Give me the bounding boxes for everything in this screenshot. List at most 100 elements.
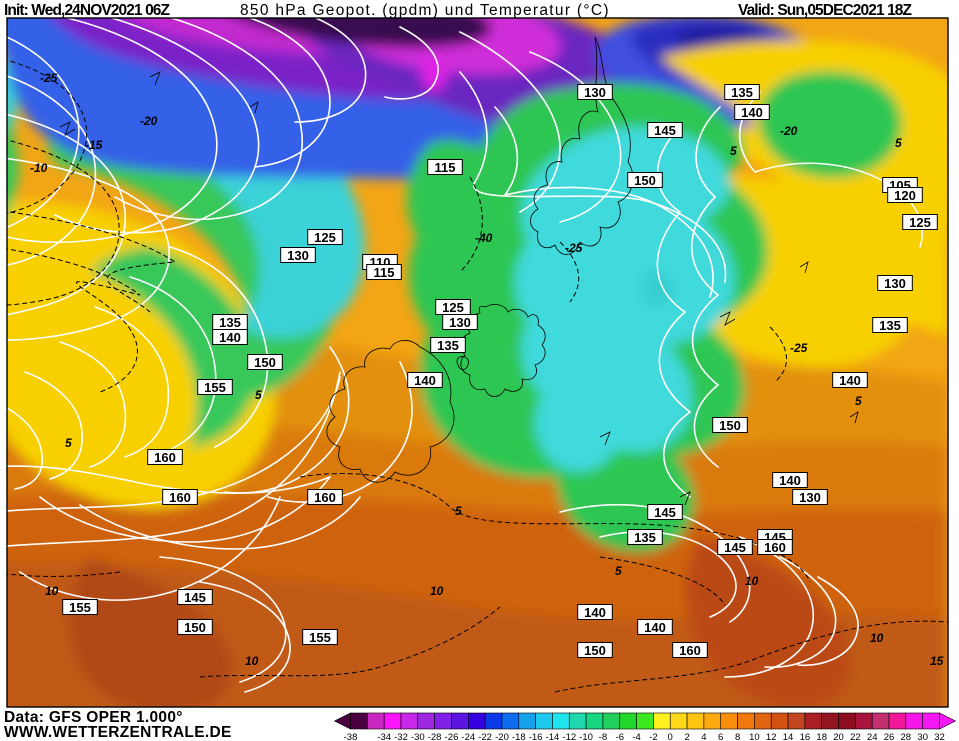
- svg-text:-38: -38: [344, 732, 358, 741]
- svg-text:28: 28: [901, 732, 912, 741]
- svg-text:-25: -25: [790, 341, 808, 355]
- svg-text:140: 140: [741, 105, 763, 120]
- svg-text:2: 2: [684, 732, 689, 741]
- svg-text:0: 0: [668, 732, 673, 741]
- svg-text:125: 125: [442, 300, 464, 315]
- svg-text:140: 140: [779, 473, 801, 488]
- svg-text:-15: -15: [85, 138, 103, 152]
- svg-text:24: 24: [867, 732, 878, 741]
- svg-text:-20: -20: [140, 114, 158, 128]
- svg-text:-2: -2: [649, 732, 657, 741]
- svg-text:150: 150: [719, 418, 741, 433]
- svg-text:14: 14: [783, 732, 794, 741]
- svg-text:-12: -12: [562, 732, 576, 741]
- svg-text:130: 130: [449, 315, 471, 330]
- svg-text:130: 130: [884, 276, 906, 291]
- svg-text:30: 30: [917, 732, 928, 741]
- svg-text:155: 155: [309, 630, 331, 645]
- svg-text:10: 10: [430, 584, 444, 598]
- svg-text:5: 5: [855, 394, 862, 408]
- svg-text:-14: -14: [546, 732, 560, 741]
- svg-text:140: 140: [414, 373, 436, 388]
- svg-text:5: 5: [730, 144, 737, 158]
- svg-text:-16: -16: [529, 732, 543, 741]
- svg-text:155: 155: [204, 380, 226, 395]
- svg-text:140: 140: [839, 373, 861, 388]
- svg-text:-25: -25: [565, 241, 583, 255]
- svg-text:-20: -20: [495, 732, 509, 741]
- svg-text:32: 32: [934, 732, 945, 741]
- svg-text:135: 135: [634, 530, 656, 545]
- svg-text:145: 145: [184, 590, 206, 605]
- svg-text:6: 6: [718, 732, 723, 741]
- svg-text:22: 22: [850, 732, 861, 741]
- svg-text:130: 130: [799, 490, 821, 505]
- svg-text:-30: -30: [411, 732, 425, 741]
- svg-text:Valid: Sun,05DEC2021 18Z: Valid: Sun,05DEC2021 18Z: [738, 2, 913, 19]
- svg-text:10: 10: [245, 654, 259, 668]
- svg-text:150: 150: [184, 620, 206, 635]
- svg-text:12: 12: [766, 732, 777, 741]
- svg-text:5: 5: [615, 564, 622, 578]
- svg-text:Init: Wed,24NOV2021 06Z: Init: Wed,24NOV2021 06Z: [4, 2, 171, 19]
- svg-text:-24: -24: [461, 732, 475, 741]
- svg-text:160: 160: [169, 490, 191, 505]
- svg-text:130: 130: [584, 85, 606, 100]
- svg-text:-6: -6: [616, 732, 624, 741]
- svg-text:125: 125: [314, 230, 336, 245]
- svg-text:-18: -18: [512, 732, 526, 741]
- svg-text:160: 160: [314, 490, 336, 505]
- svg-text:-28: -28: [428, 732, 442, 741]
- svg-text:150: 150: [584, 643, 606, 658]
- svg-text:135: 135: [219, 315, 241, 330]
- svg-text:8: 8: [735, 732, 740, 741]
- svg-text:18: 18: [816, 732, 827, 741]
- svg-text:5: 5: [895, 136, 902, 150]
- svg-text:140: 140: [644, 620, 666, 635]
- svg-text:150: 150: [634, 173, 656, 188]
- svg-text:160: 160: [679, 643, 701, 658]
- svg-text:-32: -32: [394, 732, 408, 741]
- svg-text:10: 10: [745, 574, 759, 588]
- svg-text:145: 145: [654, 123, 676, 138]
- svg-text:5: 5: [455, 504, 462, 518]
- svg-text:160: 160: [764, 540, 786, 555]
- svg-text:-10: -10: [579, 732, 593, 741]
- svg-text:-26: -26: [445, 732, 459, 741]
- svg-text:115: 115: [374, 265, 395, 280]
- svg-text:-10: -10: [30, 161, 48, 175]
- svg-text:140: 140: [584, 605, 606, 620]
- svg-text:160: 160: [154, 450, 176, 465]
- svg-text:145: 145: [654, 505, 676, 520]
- svg-text:130: 130: [287, 248, 309, 263]
- svg-text:4: 4: [701, 732, 706, 741]
- svg-text:125: 125: [909, 215, 931, 230]
- svg-text:115: 115: [435, 160, 456, 175]
- svg-text:WWW.WETTERZENTRALE.DE: WWW.WETTERZENTRALE.DE: [4, 724, 232, 741]
- svg-text:-40: -40: [475, 231, 493, 245]
- svg-text:10: 10: [45, 584, 59, 598]
- svg-text:140: 140: [219, 330, 241, 345]
- svg-text:-34: -34: [377, 732, 391, 741]
- svg-text:5: 5: [65, 436, 72, 450]
- svg-text:135: 135: [437, 338, 459, 353]
- svg-text:-20: -20: [780, 124, 798, 138]
- svg-text:26: 26: [884, 732, 895, 741]
- svg-text:850 hPa Geopot. (gpdm) und Tem: 850 hPa Geopot. (gpdm) und Temperatur (°…: [240, 2, 610, 19]
- svg-text:135: 135: [731, 85, 753, 100]
- svg-text:10: 10: [749, 732, 760, 741]
- svg-text:10: 10: [870, 631, 884, 645]
- svg-text:16: 16: [800, 732, 811, 741]
- svg-text:-8: -8: [599, 732, 607, 741]
- svg-text:20: 20: [833, 732, 844, 741]
- svg-text:-25: -25: [40, 71, 58, 85]
- svg-text:-4: -4: [632, 732, 640, 741]
- svg-text:145: 145: [724, 540, 746, 555]
- svg-text:155: 155: [69, 600, 91, 615]
- svg-text:5: 5: [255, 388, 262, 402]
- svg-text:135: 135: [879, 318, 901, 333]
- svg-text:15: 15: [930, 654, 944, 668]
- svg-text:150: 150: [254, 355, 276, 370]
- svg-text:120: 120: [894, 188, 916, 203]
- svg-text:-22: -22: [478, 732, 492, 741]
